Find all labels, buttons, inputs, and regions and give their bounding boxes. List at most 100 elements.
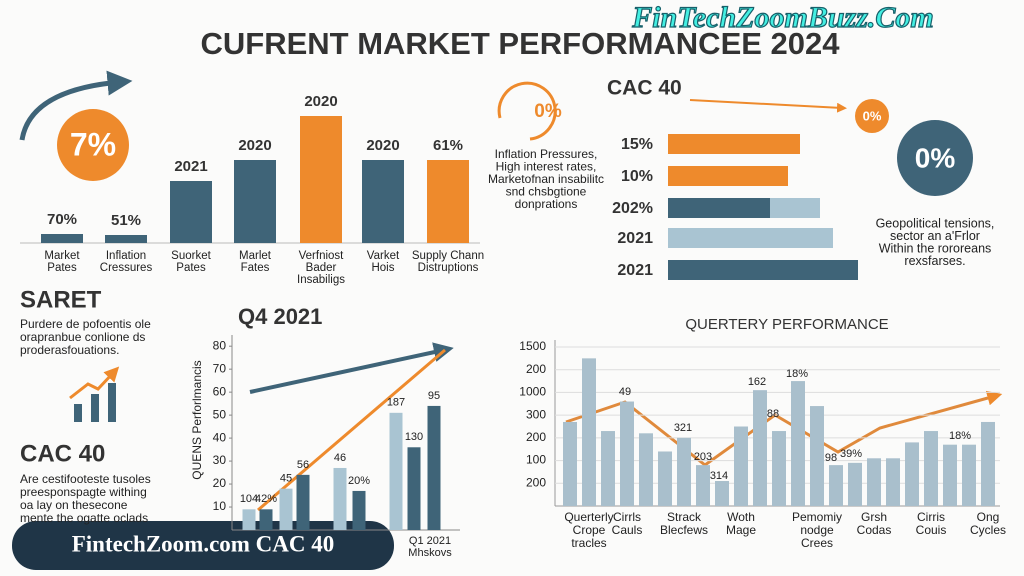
y-tick-label: 80 <box>213 338 227 352</box>
watermark: FinTechZoomBuzz.Com <box>631 1 933 34</box>
note: orapranbue conlione ds <box>20 330 145 344</box>
x-tick-label: Market <box>44 250 80 262</box>
x-tick-label: Woth <box>727 510 755 524</box>
bar <box>601 431 615 506</box>
x-tick-label: Supply Chann <box>412 250 484 262</box>
bar-label: 61% <box>433 137 463 154</box>
x-tick-label: Marlet <box>239 250 272 262</box>
x-tick-label: Cauls <box>612 523 643 537</box>
arrow <box>689 99 847 113</box>
y-tick-label: 20 <box>213 476 227 490</box>
x-tick-label: Varket <box>367 250 400 262</box>
y-tick-label: 30 <box>213 453 227 467</box>
x-tick-label: Grsh <box>861 510 887 524</box>
x-tick-label: Couis <box>916 523 947 537</box>
x-tick-label: Inflation <box>106 250 146 262</box>
bar <box>677 437 691 506</box>
bar <box>333 467 347 530</box>
bar-label: 104 <box>240 493 258 505</box>
bar <box>563 421 577 506</box>
bar <box>924 431 938 506</box>
note: snd chsbgtione <box>506 185 587 199</box>
x-tick-label: Q1 2021 <box>409 535 451 547</box>
bar-label: 18% <box>786 368 808 380</box>
x-tick-label: Blecfews <box>660 523 708 537</box>
title: CUFRENT MARKET PERFORMANCEE 2024 <box>200 26 840 61</box>
x-tick-label: Ong <box>977 510 1000 524</box>
bar-label: 2020 <box>366 137 399 154</box>
y-tick-label: 70 <box>213 361 227 375</box>
bar-label: 203 <box>694 451 712 463</box>
bar <box>668 166 788 186</box>
y-tick-label: 15% <box>621 136 653 153</box>
x-tick-label: nodge <box>800 523 834 537</box>
y-tick-label: 2021 <box>617 230 653 247</box>
bar-label: 20% <box>348 475 370 487</box>
icon <box>69 366 120 422</box>
bar <box>962 444 976 506</box>
bar <box>41 234 83 243</box>
bar <box>734 426 748 506</box>
footer-pill <box>12 521 394 570</box>
bar-label: 49 <box>619 386 631 398</box>
bar <box>362 160 404 243</box>
note: Purdere de pofoentis ole <box>20 317 151 331</box>
bar <box>772 431 786 506</box>
bar-label: 98 <box>825 452 837 464</box>
bar-label: 42% <box>255 493 277 505</box>
note: Marketofnan insabilitc <box>488 172 604 186</box>
bar <box>352 490 366 530</box>
bar <box>696 465 710 506</box>
x-tick-label: Pates <box>47 262 77 274</box>
x-tick-label: Mage <box>726 523 756 537</box>
y-tick-label: 200 <box>526 362 546 376</box>
bar <box>296 474 310 530</box>
bar <box>234 160 276 243</box>
note: mente the ogatte oclads <box>20 511 148 525</box>
x-tick-label: Pates <box>176 262 206 274</box>
y-tick-label: 200 <box>526 430 546 444</box>
footer: FintechZoom.com CAC 40 <box>72 531 335 556</box>
badge-ring <box>497 81 557 141</box>
badge <box>897 120 973 196</box>
note: preesponspagte withing <box>20 485 147 499</box>
bar-label: 70% <box>47 211 77 228</box>
trend-line <box>257 348 446 512</box>
note: sector an a'Frlor <box>890 229 980 243</box>
x-tick-label: Cirris <box>917 510 945 524</box>
bar <box>582 358 596 506</box>
bar-label: 45 <box>280 473 292 485</box>
bar <box>620 401 634 506</box>
y-tick-label: 300 <box>526 407 546 421</box>
badge-text: 0% <box>915 142 956 173</box>
note: donprations <box>515 197 578 211</box>
x-tick-label: Mhskovs <box>408 547 452 559</box>
note: proderasfouations. <box>20 343 119 357</box>
x-tick-label: Codas <box>857 523 892 537</box>
bar <box>242 509 256 530</box>
y-tick-label: 10 <box>213 499 227 513</box>
x-tick-label: Cressures <box>100 262 153 274</box>
y-tick-label: 2021 <box>617 262 653 279</box>
bar <box>279 488 293 530</box>
bar-label: 130 <box>405 431 423 443</box>
y-tick-label: 202% <box>612 200 653 217</box>
note: rexsfarses. <box>904 254 965 268</box>
x-tick-label: Strack <box>667 510 702 524</box>
note: High interest rates, <box>496 160 597 174</box>
bar-label: 321 <box>674 422 692 434</box>
x-tick-label: Hois <box>371 262 394 274</box>
bar <box>300 116 342 243</box>
bar <box>170 181 212 243</box>
x-tick-label: Querterly <box>564 510 613 524</box>
bar-label: 18% <box>949 430 971 442</box>
bar <box>829 465 843 506</box>
badge <box>855 99 889 133</box>
x-tick-label: Crope <box>573 523 606 537</box>
bar <box>753 390 767 506</box>
bar <box>810 406 824 506</box>
x-tick-label: Verfniost <box>299 250 345 262</box>
y-tick-label: 60 <box>213 384 227 398</box>
chart-title: QUERTERY PERFORMANCE <box>685 316 888 333</box>
